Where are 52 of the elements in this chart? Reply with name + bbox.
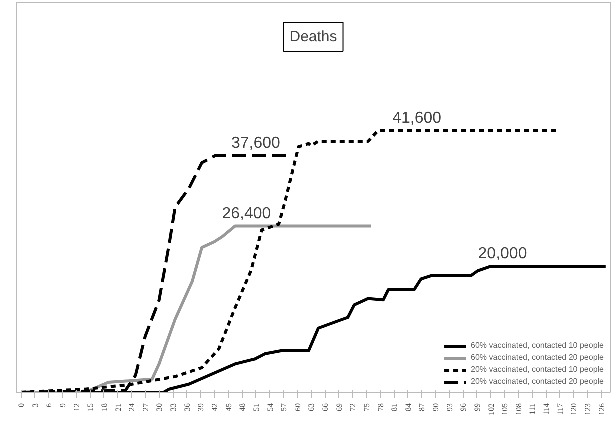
annotation: 26,400 bbox=[222, 205, 272, 222]
x-tick-label: 12 bbox=[72, 404, 82, 412]
x-tick-label: 27 bbox=[141, 404, 150, 412]
x-tick-label: 63 bbox=[307, 404, 316, 412]
x-tick-label: 18 bbox=[100, 404, 109, 412]
legend-label: 20% vaccinated, contacted 10 people bbox=[471, 365, 604, 374]
x-tick-label: 3 bbox=[30, 404, 40, 408]
legend-label: 20% vaccinated, contacted 20 people bbox=[471, 377, 604, 386]
x-tick-label: 75 bbox=[362, 404, 372, 412]
x-tick-label: 102 bbox=[486, 404, 496, 416]
x-tick-label: 108 bbox=[514, 404, 524, 416]
x-tick-label: 117 bbox=[556, 404, 565, 416]
x-tick-label: 84 bbox=[404, 404, 413, 412]
x-tick-label: 87 bbox=[418, 404, 427, 412]
x-tick-label: 105 bbox=[500, 404, 510, 416]
x-tick-label: 21 bbox=[114, 404, 123, 412]
x-tick-label: 6 bbox=[44, 404, 54, 408]
x-tick-label: 30 bbox=[155, 404, 164, 412]
x-tick-label: 54 bbox=[266, 404, 275, 412]
x-tick-label: 99 bbox=[472, 404, 482, 412]
annotation: 20,000 bbox=[478, 246, 528, 263]
x-tick-label: 42 bbox=[210, 404, 220, 412]
annotation: 41,600 bbox=[392, 110, 442, 127]
x-tick-label: 15 bbox=[86, 404, 96, 412]
x-tick-label: 39 bbox=[196, 404, 206, 412]
x-tick-label: 96 bbox=[459, 404, 468, 412]
x-tick-label: 72 bbox=[348, 404, 358, 412]
x-tick-label: 69 bbox=[334, 404, 344, 412]
x-tick-label: 48 bbox=[238, 404, 248, 412]
x-tick-label: 123 bbox=[583, 404, 592, 416]
x-tick-label: 36 bbox=[182, 404, 192, 412]
x-tick-label: 66 bbox=[321, 404, 330, 412]
legend-label: 60% vaccinated, contacted 20 people bbox=[471, 353, 604, 362]
x-tick-label: 120 bbox=[570, 404, 579, 416]
x-tick-label: 93 bbox=[445, 404, 454, 412]
x-tick-label: 78 bbox=[376, 404, 386, 412]
annotation: 37,600 bbox=[231, 134, 281, 152]
x-tick-label: 45 bbox=[224, 404, 234, 412]
legend-label: 60% vaccinated, contacted 10 people bbox=[471, 341, 604, 350]
x-tick-label: 90 bbox=[432, 404, 441, 412]
x-tick-label: 33 bbox=[169, 404, 178, 412]
x-tick-label: 111 bbox=[528, 404, 538, 415]
chart-title: Deaths bbox=[290, 28, 338, 46]
x-tick-label: 51 bbox=[252, 404, 261, 412]
x-tick-label: 60 bbox=[293, 404, 302, 412]
x-tick-label: 81 bbox=[390, 404, 400, 412]
x-tick-label: 9 bbox=[58, 404, 68, 408]
x-tick-label: 114 bbox=[542, 404, 552, 416]
x-tick-label: 57 bbox=[280, 404, 289, 412]
x-tick-label: 126 bbox=[597, 404, 606, 416]
x-tick-label: 24 bbox=[128, 404, 137, 412]
x-tick-label: 0 bbox=[17, 404, 26, 408]
